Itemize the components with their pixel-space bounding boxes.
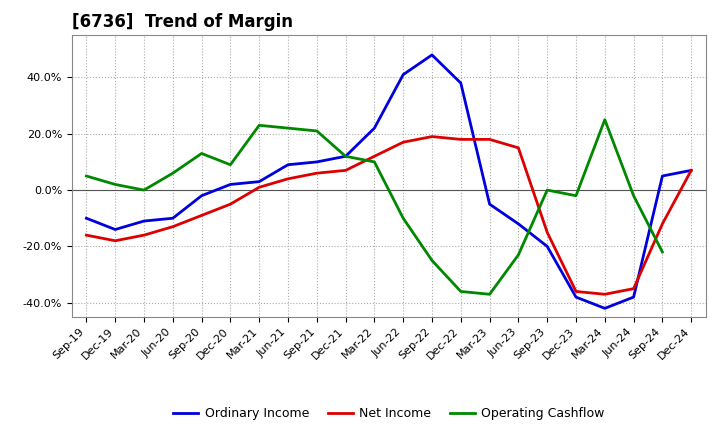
Net Income [168,224,177,229]
Net Income [428,134,436,139]
Operating Cashflow [226,162,235,167]
Operating Cashflow [168,171,177,176]
Text: [6736]  Trend of Margin: [6736] Trend of Margin [72,13,293,31]
Operating Cashflow [572,193,580,198]
Operating Cashflow [543,187,552,193]
Operating Cashflow [284,125,292,131]
Net Income [197,213,206,218]
Operating Cashflow [456,289,465,294]
Operating Cashflow [428,258,436,263]
Net Income [687,168,696,173]
Ordinary Income [168,216,177,221]
Net Income [600,292,609,297]
Ordinary Income [226,182,235,187]
Net Income [284,176,292,181]
Ordinary Income [658,173,667,179]
Net Income [111,238,120,243]
Operating Cashflow [399,216,408,221]
Operating Cashflow [370,159,379,165]
Operating Cashflow [111,182,120,187]
Net Income [82,232,91,238]
Net Income [399,139,408,145]
Ordinary Income [600,306,609,311]
Ordinary Income [485,202,494,207]
Legend: Ordinary Income, Net Income, Operating Cashflow: Ordinary Income, Net Income, Operating C… [168,402,609,425]
Operating Cashflow [341,154,350,159]
Ordinary Income [456,81,465,86]
Ordinary Income [140,218,148,224]
Ordinary Income [543,244,552,249]
Net Income [456,137,465,142]
Ordinary Income [255,179,264,184]
Ordinary Income [312,159,321,165]
Ordinary Income [341,154,350,159]
Line: Ordinary Income: Ordinary Income [86,55,691,308]
Ordinary Income [197,193,206,198]
Ordinary Income [687,168,696,173]
Net Income [226,202,235,207]
Ordinary Income [629,294,638,300]
Net Income [658,221,667,227]
Ordinary Income [514,221,523,227]
Operating Cashflow [312,128,321,134]
Line: Operating Cashflow: Operating Cashflow [86,120,662,294]
Net Income [255,185,264,190]
Net Income [629,286,638,291]
Net Income [341,168,350,173]
Ordinary Income [399,72,408,77]
Operating Cashflow [629,193,638,198]
Net Income [572,289,580,294]
Net Income [514,145,523,150]
Net Income [312,171,321,176]
Operating Cashflow [514,252,523,257]
Ordinary Income [111,227,120,232]
Ordinary Income [428,52,436,58]
Operating Cashflow [140,187,148,193]
Net Income [543,230,552,235]
Operating Cashflow [255,123,264,128]
Operating Cashflow [600,117,609,122]
Ordinary Income [572,294,580,300]
Operating Cashflow [658,249,667,255]
Net Income [370,154,379,159]
Operating Cashflow [82,173,91,179]
Operating Cashflow [197,151,206,156]
Line: Net Income: Net Income [86,136,691,294]
Operating Cashflow [485,292,494,297]
Net Income [140,232,148,238]
Ordinary Income [370,125,379,131]
Net Income [485,137,494,142]
Ordinary Income [284,162,292,167]
Ordinary Income [82,216,91,221]
